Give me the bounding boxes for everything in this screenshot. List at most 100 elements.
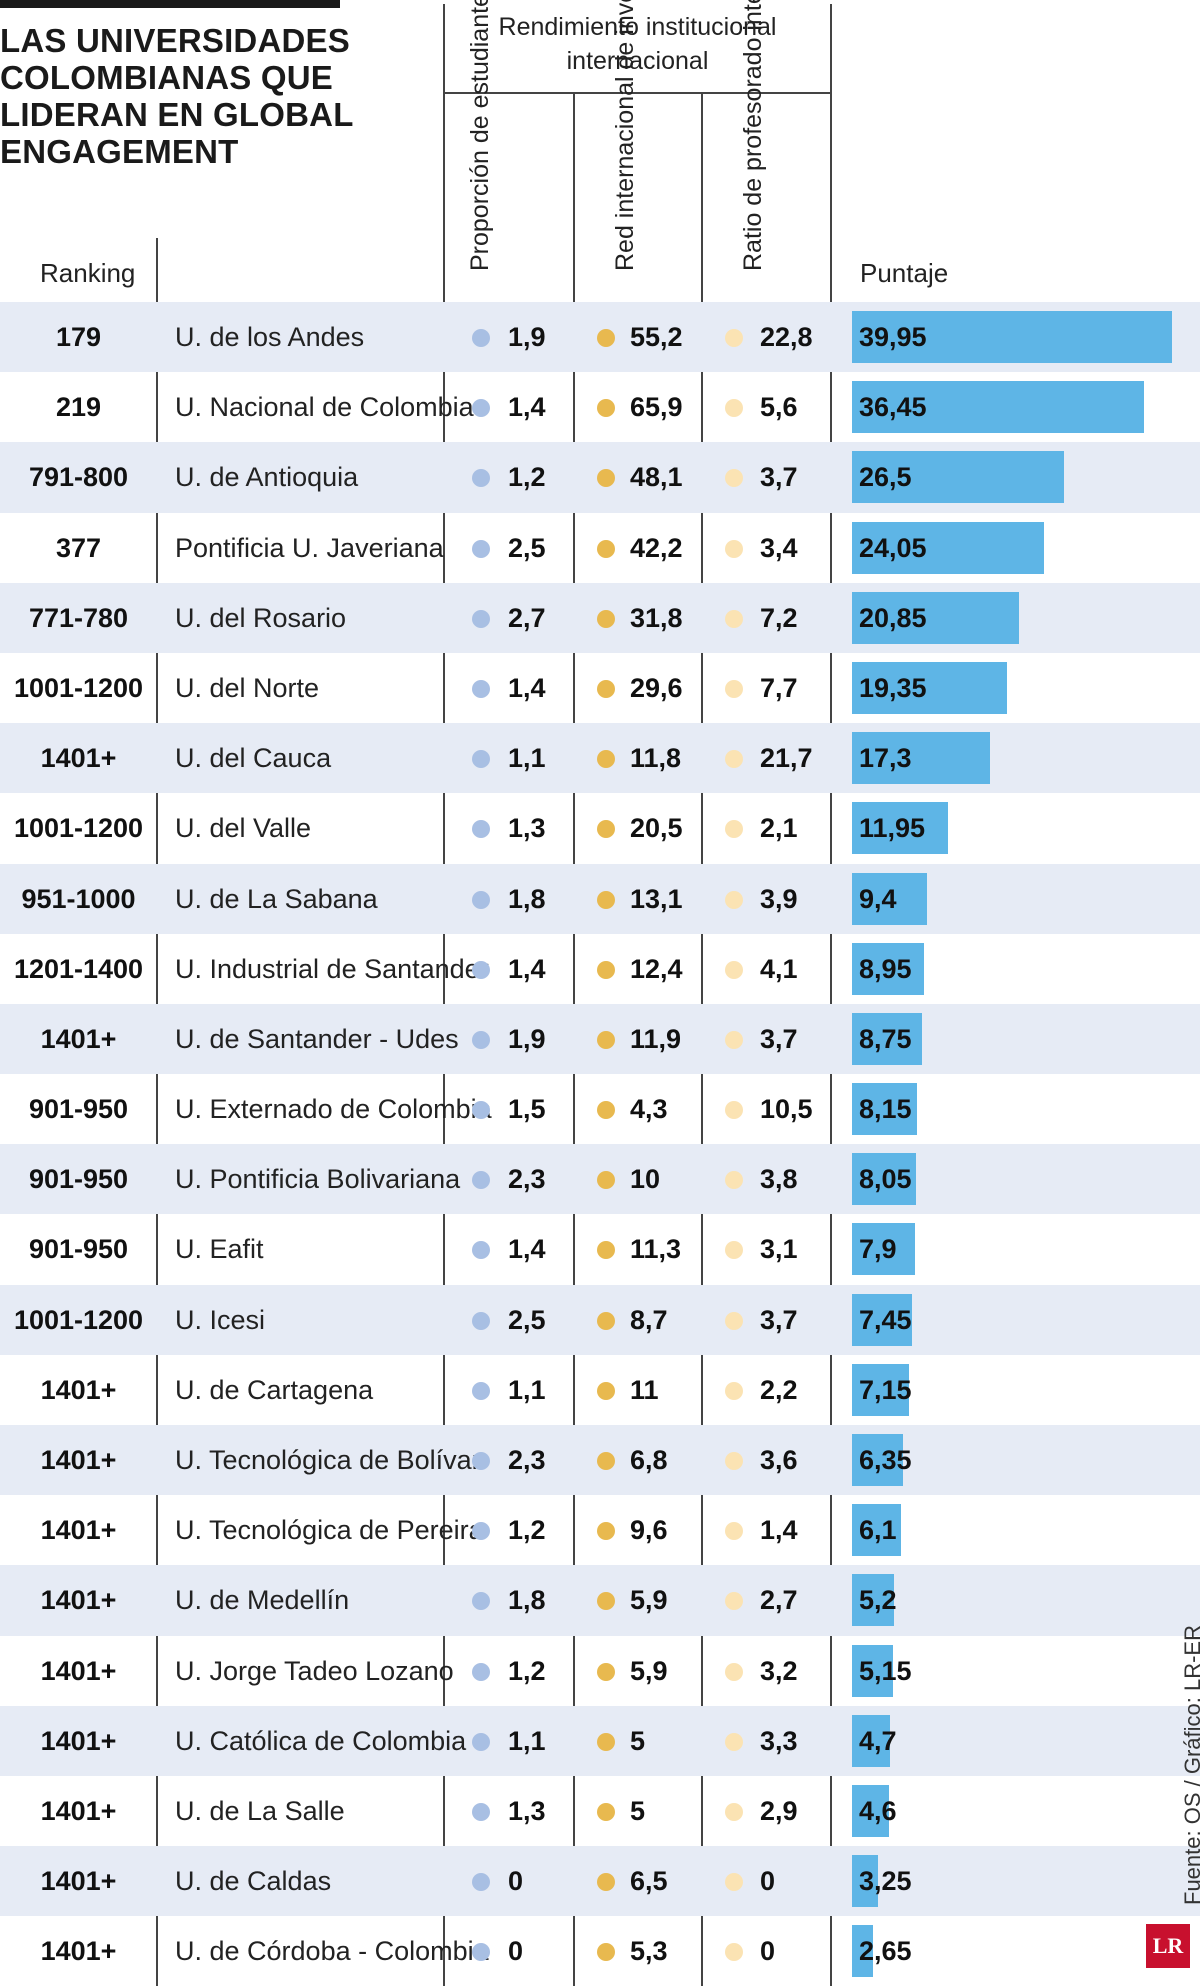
score-bar	[852, 1504, 901, 1557]
score-bar	[852, 1925, 873, 1978]
score-bar	[852, 381, 1144, 434]
metric-value-3: 3,4	[760, 532, 798, 563]
table-row: 1001-1200 U. Icesi 2,5 8,7 3,7 7,45	[0, 1284, 1200, 1355]
ranking-cell: 1401+	[40, 1515, 117, 1546]
metric-value-1: 1,1	[508, 1374, 546, 1405]
table-row: 791-800 U. de Antioquia 1,2 48,1 3,7 26,5	[0, 442, 1200, 513]
score-label: 6,1	[859, 1515, 897, 1546]
metric-value-2: 11,3	[630, 1234, 682, 1265]
score-label: 9,4	[859, 883, 897, 914]
table-row: 1001-1200 U. del Valle 1,3 20,5 2,1 11,95	[0, 793, 1200, 863]
metric-value-1: 1,8	[508, 1585, 546, 1616]
ranking-cell: 1401+	[40, 1585, 117, 1616]
score-label: 5,2	[859, 1585, 897, 1616]
metric-value-1: 1,4	[508, 392, 546, 423]
metric-value-1: 1,4	[508, 953, 546, 984]
score-bar	[852, 521, 1044, 574]
table-row: 901-950 U. Pontificia Bolivariana 2,3 10 3,8…	[0, 1144, 1200, 1215]
score-bar	[852, 1714, 890, 1767]
metric-value-1: 0	[508, 1866, 524, 1897]
ranking-cell: 901-950	[28, 1094, 129, 1125]
metric-dot-icon	[597, 1381, 615, 1400]
column-divider	[830, 4, 832, 1986]
metric-value-3: 21,7	[760, 743, 813, 774]
table-row: 1401+ U. del Cauca 1,1 11,8 21,7 17,3	[0, 723, 1200, 794]
metric-dot-icon	[597, 679, 615, 698]
metric-value-2: 5,9	[630, 1585, 668, 1616]
col1-header-box: Proporción de estudiantes internacionale…	[450, 0, 570, 300]
metric-value-2: 5	[630, 1795, 646, 1826]
score-label: 8,05	[859, 1164, 912, 1195]
ranking-cell: 179	[55, 322, 102, 352]
score-bar	[852, 1574, 894, 1627]
metric-dot-icon	[472, 1592, 490, 1611]
university-name: U. de La Salle	[175, 1795, 345, 1826]
metric-dot-icon	[472, 1381, 490, 1400]
metric-value-1: 1,3	[508, 1795, 546, 1826]
metric-dot-icon	[472, 469, 490, 488]
university-name: U. de Medellín	[175, 1585, 350, 1616]
metric-dot-icon	[472, 1662, 490, 1681]
university-name: U. Industrial de Santander	[175, 953, 489, 984]
metric-value-3: 3,2	[760, 1655, 798, 1686]
metric-dot-icon	[725, 469, 743, 488]
score-bar	[852, 1644, 893, 1697]
university-name: U. Pontificia Bolivariana	[175, 1164, 461, 1195]
table-row: 377 Pontificia U. Javeriana 2,5 42,2 3,4 24,0…	[0, 513, 1200, 583]
metric-dot-icon	[597, 1662, 615, 1681]
metric-value-1: 2,5	[508, 1304, 546, 1335]
metric-dot-icon	[597, 1101, 615, 1120]
metric-dot-icon	[597, 1592, 615, 1611]
metric-value-1: 2,3	[508, 1164, 546, 1195]
metric-dot-icon	[597, 1802, 615, 1821]
metric-dot-icon	[472, 539, 490, 558]
table-row: 1401+ U. de La Salle 1,3 5 2,9 4,6	[0, 1776, 1200, 1846]
score-label: 17,3	[859, 743, 912, 774]
university-name: U. de los Andes	[175, 322, 365, 352]
score-label: 4,7	[859, 1725, 897, 1756]
score-bar	[852, 661, 1007, 714]
metric-value-3: 3,7	[760, 462, 798, 493]
score-bar	[852, 311, 1172, 363]
metric-dot-icon	[597, 1030, 615, 1049]
university-name: Pontificia U. Javeriana	[175, 532, 444, 563]
university-name: U. de Santander - Udes	[175, 1023, 459, 1054]
university-name: U. Nacional de Colombia	[175, 392, 474, 423]
ranking-header: Ranking	[40, 258, 136, 288]
ranking-cell: 1401+	[40, 1374, 117, 1405]
university-name: U. Católica de Colombia	[175, 1725, 467, 1756]
metric-value-3: 0	[760, 1936, 776, 1967]
metric-value-2: 4,3	[630, 1094, 668, 1125]
col2-header: Red internacional de investigación	[611, 0, 639, 271]
score-bar	[852, 1363, 909, 1416]
metric-value-1: 1,9	[508, 322, 546, 352]
metric-value-3: 2,7	[760, 1585, 798, 1616]
metric-value-1: 1,4	[508, 1234, 546, 1265]
metric-dot-icon	[725, 1943, 743, 1962]
metric-dot-icon	[597, 609, 615, 628]
metric-value-3: 3,9	[760, 883, 798, 914]
metric-dot-icon	[725, 1522, 743, 1541]
table-row: 1401+ U. de Santander - Udes 1,9 11,9 3,7 8,7…	[0, 1003, 1200, 1075]
metric-dot-icon	[597, 1452, 615, 1470]
column-divider	[156, 238, 158, 1986]
ranking-cell: 1401+	[40, 1023, 117, 1054]
metric-dot-icon	[725, 1662, 743, 1681]
score-label: 24,05	[859, 532, 927, 563]
table-row: 771-780 U. del Rosario 2,7 31,8 7,2 20,85	[0, 582, 1200, 653]
metric-dot-icon	[472, 1171, 490, 1190]
table-row: 1401+ U. Tecnológica de Bolívar 2,3 6,8 3,6 6…	[0, 1425, 1200, 1496]
ranking-cell: 951-1000	[21, 883, 136, 914]
table-row: 219 U. Nacional de Colombia 1,4 65,9 5,6 36,4…	[0, 372, 1200, 442]
university-name: U. Icesi	[175, 1304, 266, 1335]
metric-value-2: 55,2	[630, 322, 683, 352]
title-rule	[0, 0, 340, 8]
metric-dot-icon	[597, 1522, 615, 1541]
metric-value-1: 2,3	[508, 1445, 546, 1475]
metric-value-3: 22,8	[760, 322, 813, 352]
source-credit: Fuente: QS / Gráfico: LR-ER	[1180, 1625, 1200, 1905]
metric-dot-icon	[725, 960, 743, 979]
score-bar	[852, 451, 1064, 504]
metric-value-1: 1,2	[508, 1515, 546, 1546]
metric-value-2: 12,4	[630, 953, 683, 984]
